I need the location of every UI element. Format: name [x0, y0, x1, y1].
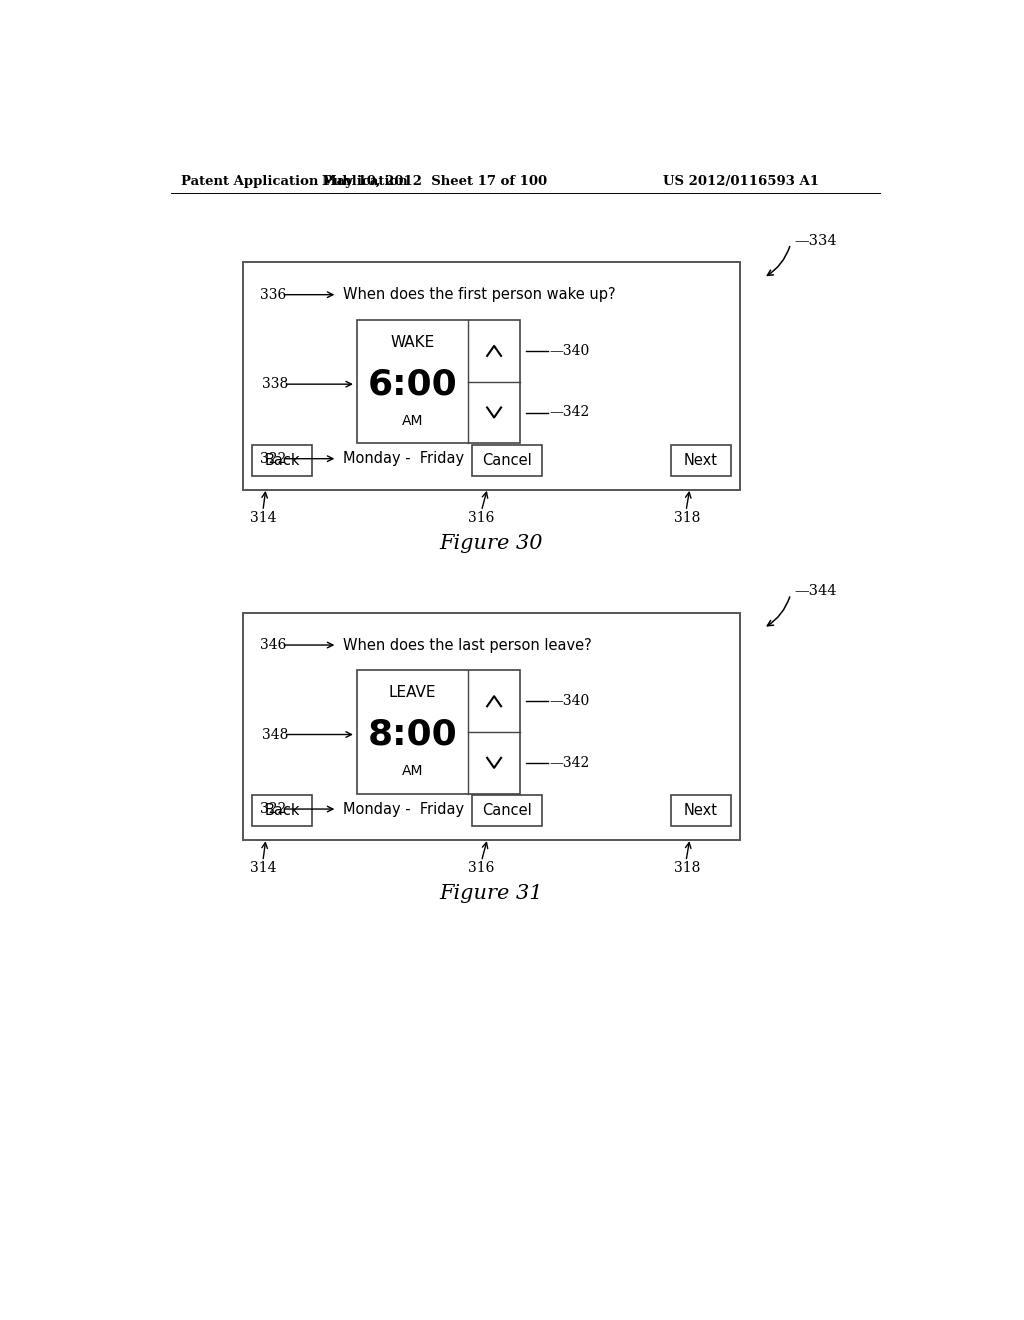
Text: Monday -  Friday: Monday - Friday — [343, 451, 465, 466]
Bar — [472, 445, 542, 475]
Text: AM: AM — [402, 414, 424, 428]
Bar — [357, 671, 520, 793]
Text: Back: Back — [264, 453, 300, 467]
Text: Next: Next — [684, 803, 718, 818]
Text: US 2012/0116593 A1: US 2012/0116593 A1 — [663, 176, 819, 187]
Text: 314: 314 — [251, 862, 276, 875]
Text: 316: 316 — [468, 862, 495, 875]
Text: When does the first person wake up?: When does the first person wake up? — [343, 288, 616, 302]
Text: 346: 346 — [260, 638, 286, 652]
Text: 336: 336 — [260, 288, 286, 302]
Bar — [472, 795, 542, 826]
Text: 318: 318 — [675, 511, 700, 525]
Text: —342: —342 — [550, 405, 590, 420]
Text: 338: 338 — [262, 378, 289, 391]
Text: 316: 316 — [468, 511, 495, 525]
Text: 314: 314 — [251, 511, 276, 525]
Text: —340: —340 — [550, 345, 590, 358]
Text: WAKE: WAKE — [390, 335, 435, 350]
Text: Next: Next — [684, 453, 718, 467]
Text: 322: 322 — [260, 451, 286, 466]
Bar — [357, 321, 520, 444]
Bar — [671, 795, 731, 826]
Text: —344: —344 — [795, 585, 837, 598]
Text: Figure 31: Figure 31 — [439, 884, 543, 903]
Bar — [671, 445, 731, 475]
Text: —334: —334 — [795, 234, 838, 248]
Text: 6:00: 6:00 — [368, 367, 458, 401]
Text: Cancel: Cancel — [482, 453, 531, 467]
Text: 318: 318 — [675, 862, 700, 875]
Text: LEAVE: LEAVE — [389, 685, 436, 700]
Text: May 10, 2012  Sheet 17 of 100: May 10, 2012 Sheet 17 of 100 — [322, 176, 547, 187]
Text: Patent Application Publication: Patent Application Publication — [180, 176, 408, 187]
Text: Cancel: Cancel — [482, 803, 531, 818]
Text: 322: 322 — [260, 803, 286, 816]
Text: 348: 348 — [262, 727, 289, 742]
Bar — [252, 795, 312, 826]
Text: 8:00: 8:00 — [368, 718, 458, 751]
Text: Back: Back — [264, 803, 300, 818]
Text: AM: AM — [402, 764, 424, 779]
Bar — [252, 445, 312, 475]
Text: Figure 30: Figure 30 — [439, 533, 543, 553]
Text: —340: —340 — [550, 694, 590, 709]
Text: Monday -  Friday: Monday - Friday — [343, 801, 465, 817]
Bar — [243, 263, 740, 490]
Text: —342: —342 — [550, 756, 590, 770]
Text: When does the last person leave?: When does the last person leave? — [343, 638, 592, 652]
Bar — [243, 612, 740, 840]
